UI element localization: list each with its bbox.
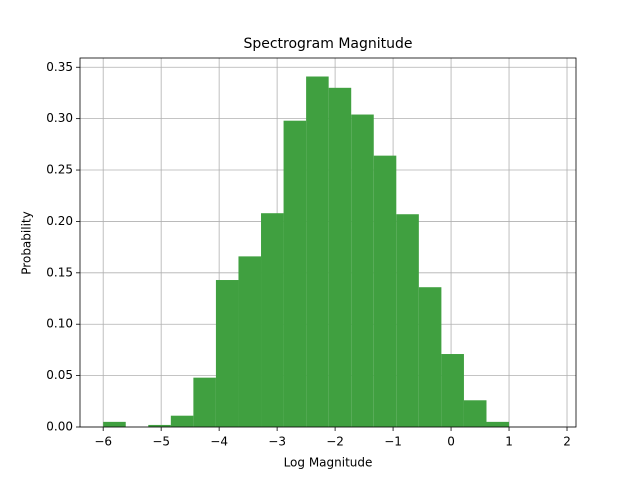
y-tick-label: 0.25 <box>46 163 73 177</box>
bar <box>215 280 239 427</box>
x-tick-label: −5 <box>152 435 170 449</box>
bar <box>238 256 262 427</box>
bar <box>283 120 307 428</box>
x-tick-label: −4 <box>210 435 228 449</box>
bar <box>463 400 487 427</box>
y-tick-label: 0.15 <box>46 265 73 279</box>
bar <box>351 114 374 427</box>
bar <box>418 287 442 427</box>
bar <box>373 155 397 427</box>
x-tick-label: −6 <box>94 435 112 449</box>
bar <box>328 87 352 427</box>
y-axis-label: Probability <box>20 211 34 274</box>
bar <box>396 214 419 427</box>
plot-frame <box>79 57 577 428</box>
bar <box>103 421 126 427</box>
y-tick-label: 0.05 <box>46 368 73 382</box>
bar <box>170 415 194 427</box>
x-tick-label: 0 <box>447 435 455 449</box>
bar <box>441 354 464 427</box>
y-tick-label: 0.35 <box>46 60 73 74</box>
bar <box>261 213 284 427</box>
bar <box>486 421 510 427</box>
y-tick-label: 0.10 <box>46 317 73 331</box>
x-axis-label: Log Magnitude <box>284 456 373 470</box>
y-tick-label: 0.00 <box>46 420 73 434</box>
bar <box>306 76 329 427</box>
y-tick-label: 0.30 <box>46 111 73 125</box>
x-tick-label: 2 <box>563 435 571 449</box>
bar <box>148 424 171 427</box>
chart-title: Spectrogram Magnitude <box>243 36 412 52</box>
x-tick-label: 1 <box>505 435 513 449</box>
x-tick-label: −2 <box>326 435 344 449</box>
y-tick-label: 0.20 <box>46 214 73 228</box>
x-tick-label: −1 <box>384 435 402 449</box>
bar <box>193 377 216 427</box>
x-tick-label: −3 <box>268 435 286 449</box>
